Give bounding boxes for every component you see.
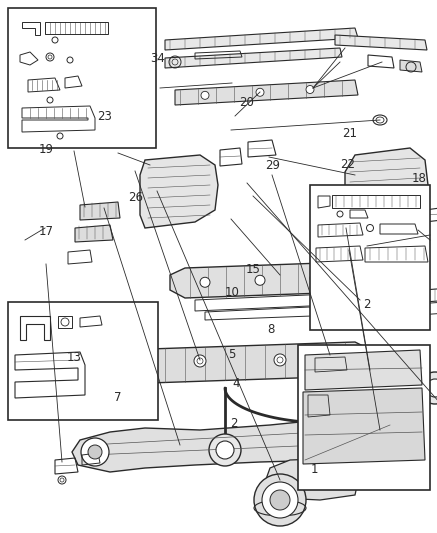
Polygon shape [400, 60, 422, 72]
Text: 29: 29 [266, 159, 281, 172]
Polygon shape [345, 148, 428, 218]
Text: 1: 1 [311, 463, 319, 475]
Text: 5: 5 [228, 348, 235, 361]
Bar [310, 185, 430, 330]
Circle shape [345, 272, 355, 282]
Circle shape [61, 318, 69, 326]
Text: 18: 18 [411, 172, 426, 185]
Circle shape [270, 490, 290, 510]
Circle shape [194, 355, 206, 367]
Text: 13: 13 [67, 351, 82, 364]
Circle shape [216, 441, 234, 459]
Polygon shape [305, 350, 422, 390]
Polygon shape [175, 80, 358, 105]
Circle shape [388, 423, 412, 447]
Circle shape [58, 476, 66, 484]
Polygon shape [335, 35, 427, 50]
Text: 17: 17 [38, 225, 53, 238]
Circle shape [256, 88, 264, 96]
Text: 15: 15 [246, 263, 261, 276]
Circle shape [255, 275, 265, 285]
Polygon shape [303, 388, 425, 464]
Text: 4: 4 [232, 377, 240, 390]
Circle shape [419, 372, 437, 404]
Circle shape [394, 429, 406, 441]
Text: 21: 21 [342, 127, 357, 140]
Circle shape [201, 91, 209, 99]
Polygon shape [100, 342, 375, 384]
Polygon shape [72, 415, 415, 472]
Circle shape [274, 354, 286, 366]
Circle shape [310, 273, 320, 283]
Text: 2: 2 [363, 298, 371, 311]
Text: 2: 2 [230, 417, 238, 430]
Polygon shape [165, 28, 358, 50]
Circle shape [81, 438, 109, 466]
Polygon shape [265, 458, 360, 500]
Bar [8, 302, 158, 420]
Text: 7: 7 [114, 391, 122, 403]
Text: 20: 20 [239, 96, 254, 109]
Circle shape [88, 445, 102, 459]
Circle shape [209, 434, 241, 466]
Circle shape [262, 482, 298, 518]
Circle shape [334, 353, 346, 365]
Text: 26: 26 [128, 191, 143, 204]
Circle shape [306, 85, 314, 93]
Text: 23: 23 [97, 110, 112, 123]
Circle shape [254, 474, 306, 526]
Text: 34: 34 [150, 52, 165, 65]
Circle shape [426, 379, 437, 397]
Polygon shape [140, 155, 218, 228]
Text: 8: 8 [267, 323, 274, 336]
Text: 19: 19 [38, 143, 53, 156]
Circle shape [134, 356, 146, 368]
Polygon shape [170, 262, 368, 298]
Polygon shape [75, 225, 113, 242]
Text: 22: 22 [340, 158, 355, 171]
Polygon shape [165, 48, 342, 68]
Polygon shape [80, 202, 120, 220]
Bar [298, 345, 430, 490]
Circle shape [200, 277, 210, 287]
Bar [8, 8, 156, 148]
Text: 10: 10 [224, 286, 239, 298]
